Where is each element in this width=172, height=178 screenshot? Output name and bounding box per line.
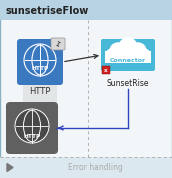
Circle shape [130,43,146,59]
FancyBboxPatch shape [51,38,65,50]
Text: HTTP: HTTP [31,67,49,72]
Text: HTTP: HTTP [23,134,41,138]
FancyBboxPatch shape [101,39,155,71]
Polygon shape [7,164,13,171]
FancyBboxPatch shape [17,39,63,85]
FancyBboxPatch shape [0,157,172,178]
Circle shape [15,109,49,143]
FancyBboxPatch shape [105,51,151,63]
Text: x: x [104,67,108,72]
Circle shape [110,43,126,59]
Circle shape [119,38,137,56]
Text: HTTP: HTTP [29,87,51,96]
Circle shape [106,49,118,61]
Text: SunsetRise: SunsetRise [107,78,149,88]
Text: Error handling: Error handling [68,163,122,172]
FancyBboxPatch shape [102,66,110,74]
Text: sunsetriseFlow: sunsetriseFlow [6,6,89,16]
Circle shape [138,49,150,61]
FancyBboxPatch shape [6,102,58,154]
Text: Connector: Connector [110,59,146,64]
FancyBboxPatch shape [0,0,172,20]
FancyBboxPatch shape [23,83,57,106]
Circle shape [24,44,56,76]
